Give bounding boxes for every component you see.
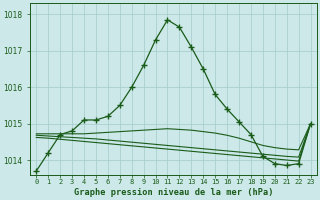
X-axis label: Graphe pression niveau de la mer (hPa): Graphe pression niveau de la mer (hPa) (74, 188, 273, 197)
